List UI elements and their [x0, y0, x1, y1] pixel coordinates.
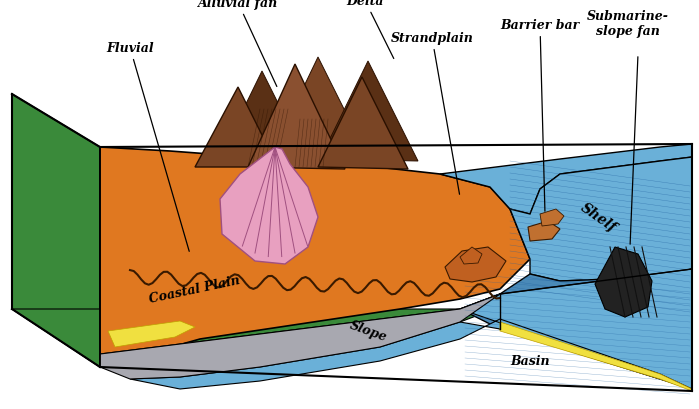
Text: Submarine-
slope fan: Submarine- slope fan: [587, 10, 669, 38]
Polygon shape: [540, 209, 564, 227]
Text: Delta: Delta: [346, 0, 394, 59]
Polygon shape: [108, 321, 195, 347]
Text: Alluvial fan: Alluvial fan: [198, 0, 278, 87]
Text: Coastal Plain: Coastal Plain: [148, 273, 241, 305]
Polygon shape: [248, 65, 345, 170]
Polygon shape: [445, 247, 506, 282]
Polygon shape: [195, 88, 278, 168]
Text: Barrier bar: Barrier bar: [500, 19, 579, 212]
Polygon shape: [220, 72, 305, 157]
Polygon shape: [220, 148, 318, 264]
Polygon shape: [130, 270, 692, 389]
Polygon shape: [440, 145, 692, 214]
Polygon shape: [320, 62, 418, 162]
Polygon shape: [100, 294, 500, 379]
Polygon shape: [100, 148, 530, 367]
Polygon shape: [510, 157, 692, 281]
Polygon shape: [595, 247, 652, 317]
Polygon shape: [460, 247, 482, 264]
Polygon shape: [100, 309, 460, 367]
Polygon shape: [270, 58, 368, 157]
Polygon shape: [500, 322, 692, 391]
Text: Strandplain: Strandplain: [391, 32, 473, 195]
Polygon shape: [12, 294, 500, 367]
Polygon shape: [460, 157, 692, 389]
Text: Fluvial: Fluvial: [106, 42, 189, 252]
Text: Slope: Slope: [347, 319, 389, 344]
Polygon shape: [12, 95, 100, 367]
Text: Shelf: Shelf: [577, 200, 619, 235]
Polygon shape: [318, 78, 408, 170]
Text: Basin: Basin: [510, 355, 550, 368]
Polygon shape: [528, 221, 560, 241]
